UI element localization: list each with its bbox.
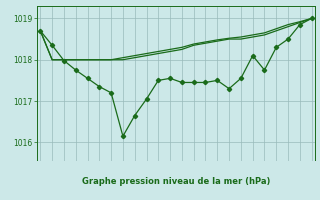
Text: Graphe pression niveau de la mer (hPa): Graphe pression niveau de la mer (hPa) [82, 178, 270, 186]
